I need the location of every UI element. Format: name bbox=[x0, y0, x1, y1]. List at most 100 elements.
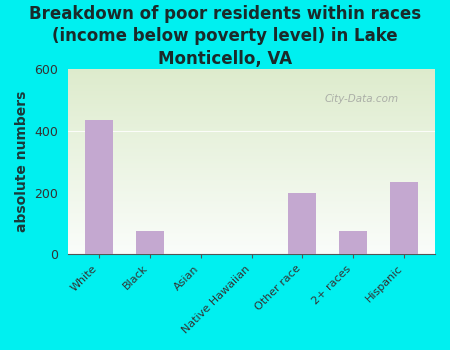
Bar bbox=[136, 231, 164, 254]
Bar bbox=[68, 120, 435, 121]
Bar bbox=[68, 166, 435, 167]
Bar bbox=[68, 129, 435, 130]
Bar bbox=[68, 224, 435, 225]
Bar bbox=[68, 163, 435, 164]
Bar bbox=[68, 116, 435, 117]
Bar bbox=[68, 204, 435, 205]
Bar bbox=[68, 250, 435, 251]
Bar bbox=[68, 164, 435, 166]
Bar bbox=[68, 246, 435, 247]
Bar bbox=[68, 177, 435, 178]
Bar bbox=[68, 182, 435, 183]
Bar bbox=[68, 84, 435, 85]
Bar bbox=[68, 214, 435, 215]
Bar bbox=[68, 208, 435, 209]
Bar bbox=[68, 240, 435, 241]
Bar bbox=[68, 80, 435, 81]
Bar bbox=[68, 157, 435, 158]
Bar bbox=[68, 172, 435, 173]
Bar bbox=[68, 152, 435, 153]
Bar bbox=[68, 108, 435, 109]
Bar bbox=[68, 174, 435, 175]
Bar bbox=[68, 220, 435, 221]
Bar bbox=[68, 159, 435, 160]
Bar bbox=[68, 148, 435, 149]
Bar bbox=[68, 203, 435, 204]
Bar bbox=[390, 182, 418, 254]
Bar bbox=[68, 94, 435, 95]
Bar bbox=[68, 231, 435, 232]
Bar bbox=[68, 229, 435, 230]
Bar bbox=[68, 71, 435, 72]
Bar bbox=[68, 127, 435, 128]
Bar bbox=[68, 79, 435, 80]
Bar bbox=[68, 192, 435, 193]
Bar bbox=[68, 149, 435, 150]
Bar bbox=[68, 73, 435, 74]
Bar bbox=[68, 232, 435, 233]
Bar bbox=[68, 144, 435, 145]
Bar bbox=[68, 186, 435, 187]
Bar bbox=[68, 150, 435, 152]
Bar bbox=[68, 139, 435, 140]
Y-axis label: absolute numbers: absolute numbers bbox=[15, 91, 29, 232]
Bar bbox=[68, 153, 435, 154]
Bar bbox=[68, 86, 435, 88]
Bar bbox=[68, 142, 435, 143]
Bar bbox=[288, 193, 316, 254]
Bar bbox=[68, 169, 435, 170]
Bar bbox=[68, 135, 435, 136]
Bar bbox=[68, 217, 435, 218]
Bar bbox=[68, 76, 435, 77]
Bar bbox=[68, 191, 435, 192]
Bar bbox=[68, 230, 435, 231]
Bar bbox=[68, 97, 435, 98]
Bar bbox=[68, 195, 435, 196]
Bar bbox=[68, 102, 435, 103]
Bar bbox=[68, 140, 435, 141]
Bar bbox=[68, 223, 435, 224]
Bar bbox=[68, 93, 435, 94]
Bar bbox=[68, 72, 435, 73]
Bar bbox=[68, 154, 435, 155]
Bar bbox=[68, 155, 435, 156]
Bar bbox=[68, 225, 435, 226]
Bar bbox=[68, 121, 435, 122]
Bar bbox=[68, 136, 435, 138]
Bar bbox=[68, 92, 435, 93]
Bar bbox=[68, 171, 435, 172]
Bar bbox=[68, 124, 435, 125]
Bar bbox=[85, 120, 113, 254]
Bar bbox=[68, 143, 435, 144]
Bar bbox=[68, 162, 435, 163]
Bar bbox=[68, 251, 435, 252]
Bar bbox=[68, 156, 435, 157]
Bar bbox=[68, 209, 435, 210]
Bar bbox=[68, 194, 435, 195]
Bar bbox=[68, 82, 435, 83]
Bar bbox=[68, 179, 435, 180]
Bar bbox=[68, 176, 435, 177]
Bar bbox=[68, 226, 435, 228]
Bar bbox=[68, 78, 435, 79]
Bar bbox=[68, 123, 435, 124]
Bar bbox=[68, 75, 435, 76]
Bar bbox=[68, 199, 435, 200]
Bar bbox=[68, 211, 435, 212]
Bar bbox=[68, 200, 435, 201]
Bar bbox=[68, 183, 435, 184]
Bar bbox=[68, 88, 435, 89]
Bar bbox=[68, 131, 435, 132]
Bar bbox=[68, 243, 435, 244]
Bar bbox=[68, 239, 435, 240]
Bar bbox=[68, 107, 435, 108]
Bar bbox=[68, 99, 435, 100]
Bar bbox=[68, 85, 435, 86]
Bar bbox=[68, 238, 435, 239]
Bar bbox=[68, 103, 435, 104]
Bar bbox=[68, 236, 435, 237]
Bar bbox=[68, 96, 435, 97]
Bar bbox=[68, 245, 435, 246]
Bar bbox=[68, 132, 435, 133]
Bar bbox=[68, 180, 435, 181]
